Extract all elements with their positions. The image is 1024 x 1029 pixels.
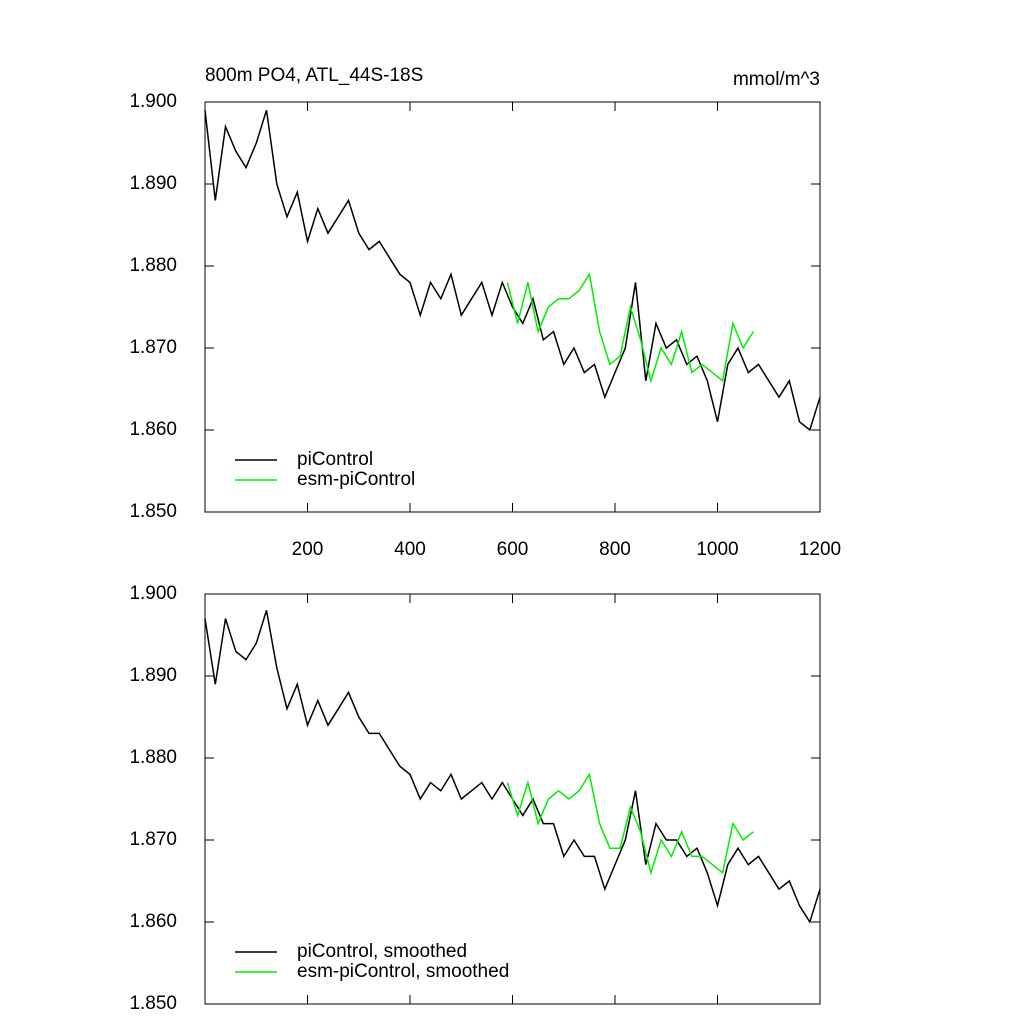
- legend-label: esm-piControl, smoothed: [297, 961, 509, 982]
- legend-label: esm-piControl: [297, 469, 415, 490]
- chart-title: 800m PO4, ATL_44S-18S: [205, 65, 423, 86]
- series-line: [506, 772, 754, 876]
- y-tick-label: 1.900: [129, 91, 177, 112]
- x-tick-label: 1200: [799, 539, 841, 560]
- x-tick-label: 400: [394, 539, 426, 560]
- y-tick-label: 1.870: [129, 829, 177, 850]
- y-tick-label: 1.880: [129, 747, 177, 768]
- x-tick-label: 600: [497, 539, 529, 560]
- series-line: [506, 272, 755, 384]
- x-tick-label: 200: [292, 539, 324, 560]
- y-tick-label: 1.850: [129, 993, 177, 1014]
- y-tick-label: 1.900: [129, 583, 177, 604]
- y-tick-label: 1.860: [129, 419, 177, 440]
- x-tick-label: 800: [599, 539, 631, 560]
- y-tick-label: 1.860: [129, 911, 177, 932]
- y-tick-label: 1.850: [129, 501, 177, 522]
- series-line: [204, 610, 821, 924]
- y-tick-label: 1.880: [129, 255, 177, 276]
- y-tick-label: 1.870: [129, 337, 177, 358]
- series-line: [204, 109, 821, 432]
- legend-label: piControl, smoothed: [297, 941, 467, 962]
- units-label: mmol/m^3: [733, 69, 820, 90]
- y-tick-label: 1.890: [129, 665, 177, 686]
- x-tick-label: 1000: [696, 539, 738, 560]
- legend-label: piControl: [297, 449, 373, 470]
- y-tick-label: 1.890: [129, 173, 177, 194]
